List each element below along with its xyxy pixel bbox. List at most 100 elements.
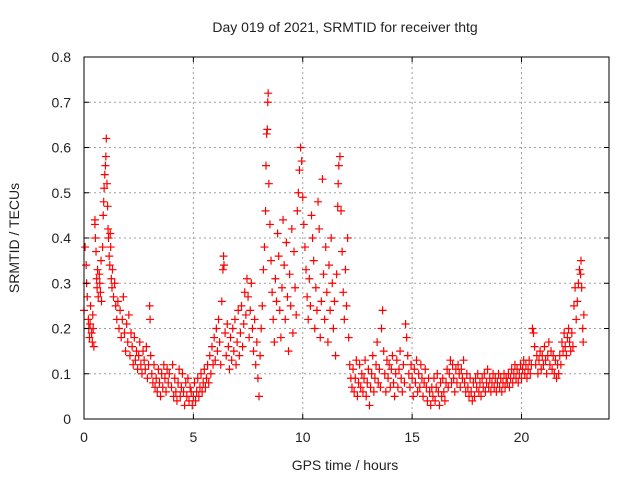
chart-title: Day 019 of 2021, SRMTID for receiver tht… xyxy=(212,19,477,35)
data-point xyxy=(248,324,257,333)
data-point xyxy=(216,360,225,369)
data-point xyxy=(354,378,363,387)
data-point xyxy=(212,324,221,333)
data-point xyxy=(262,161,270,170)
data-point xyxy=(332,270,341,279)
data-point xyxy=(95,270,104,279)
data-point xyxy=(175,365,184,374)
data-point xyxy=(577,283,586,292)
data-point xyxy=(396,347,405,356)
data-point xyxy=(366,383,375,392)
data-point xyxy=(230,315,239,324)
data-point xyxy=(158,383,167,392)
data-point xyxy=(321,243,330,252)
data-point xyxy=(463,383,472,392)
data-point xyxy=(101,161,110,170)
data-point xyxy=(213,347,222,356)
data-point xyxy=(362,392,371,401)
data-point xyxy=(437,392,446,401)
data-point xyxy=(566,347,575,356)
data-point xyxy=(375,365,384,374)
data-point xyxy=(134,351,143,360)
data-point xyxy=(398,387,407,396)
data-point xyxy=(95,279,104,288)
data-point xyxy=(330,297,339,306)
data-point xyxy=(450,387,459,396)
data-point xyxy=(542,369,551,378)
data-point xyxy=(373,338,382,347)
data-point xyxy=(286,301,295,310)
data-point xyxy=(455,369,464,378)
data-point xyxy=(117,333,126,342)
data-point xyxy=(385,360,394,369)
data-point xyxy=(241,310,250,319)
data-point xyxy=(172,396,181,405)
x-tick-label: 15 xyxy=(404,429,420,445)
data-point xyxy=(256,351,265,360)
data-point xyxy=(291,283,300,292)
data-point xyxy=(344,333,353,342)
data-point xyxy=(340,315,349,324)
data-point xyxy=(559,347,568,356)
data-point xyxy=(294,188,303,197)
data-point xyxy=(401,319,410,328)
data-point xyxy=(204,378,213,387)
data-point xyxy=(105,261,114,270)
y-tick-label: 0.4 xyxy=(52,230,72,246)
data-point xyxy=(356,383,365,392)
data-point xyxy=(164,378,173,387)
data-point xyxy=(220,261,228,270)
data-point xyxy=(435,401,444,410)
data-point xyxy=(217,297,226,306)
data-point xyxy=(303,292,312,301)
data-point xyxy=(89,324,98,333)
data-point xyxy=(137,369,146,378)
data-point xyxy=(221,329,230,338)
data-point xyxy=(372,360,381,369)
data-point xyxy=(261,206,270,215)
data-point xyxy=(207,342,216,351)
data-point xyxy=(316,333,325,342)
data-point xyxy=(387,365,396,374)
data-point xyxy=(421,365,430,374)
data-point xyxy=(130,333,139,342)
data-point xyxy=(367,369,376,378)
data-point xyxy=(529,329,538,338)
data-point xyxy=(253,374,262,383)
data-point xyxy=(514,378,523,387)
data-point xyxy=(381,387,390,396)
data-point xyxy=(430,374,438,383)
data-point xyxy=(267,256,276,265)
data-point xyxy=(201,383,210,392)
data-point xyxy=(209,360,218,369)
data-point xyxy=(100,184,109,193)
y-tick-label: 0.6 xyxy=(52,140,72,156)
data-point xyxy=(352,356,361,365)
data-point xyxy=(459,356,468,365)
data-point xyxy=(409,392,418,401)
data-point xyxy=(365,401,374,410)
data-point xyxy=(269,315,278,324)
data-point xyxy=(85,333,94,342)
data-point xyxy=(302,265,311,274)
data-point xyxy=(576,270,585,279)
data-point xyxy=(152,374,161,383)
data-point xyxy=(439,387,448,396)
data-point xyxy=(360,374,368,383)
data-point xyxy=(281,315,290,324)
data-point xyxy=(433,369,442,378)
data-point xyxy=(351,374,360,383)
data-point xyxy=(338,247,347,256)
data-point xyxy=(89,342,98,351)
data-point xyxy=(296,143,305,152)
data-point xyxy=(146,351,155,360)
data-point xyxy=(339,288,348,297)
data-point xyxy=(143,374,152,383)
data-point xyxy=(329,324,338,333)
data-point xyxy=(333,202,342,211)
data-point xyxy=(210,333,219,342)
data-point xyxy=(238,342,247,351)
data-point xyxy=(457,365,466,374)
data-point xyxy=(108,265,117,274)
y-tick-label: 0.8 xyxy=(52,49,72,65)
